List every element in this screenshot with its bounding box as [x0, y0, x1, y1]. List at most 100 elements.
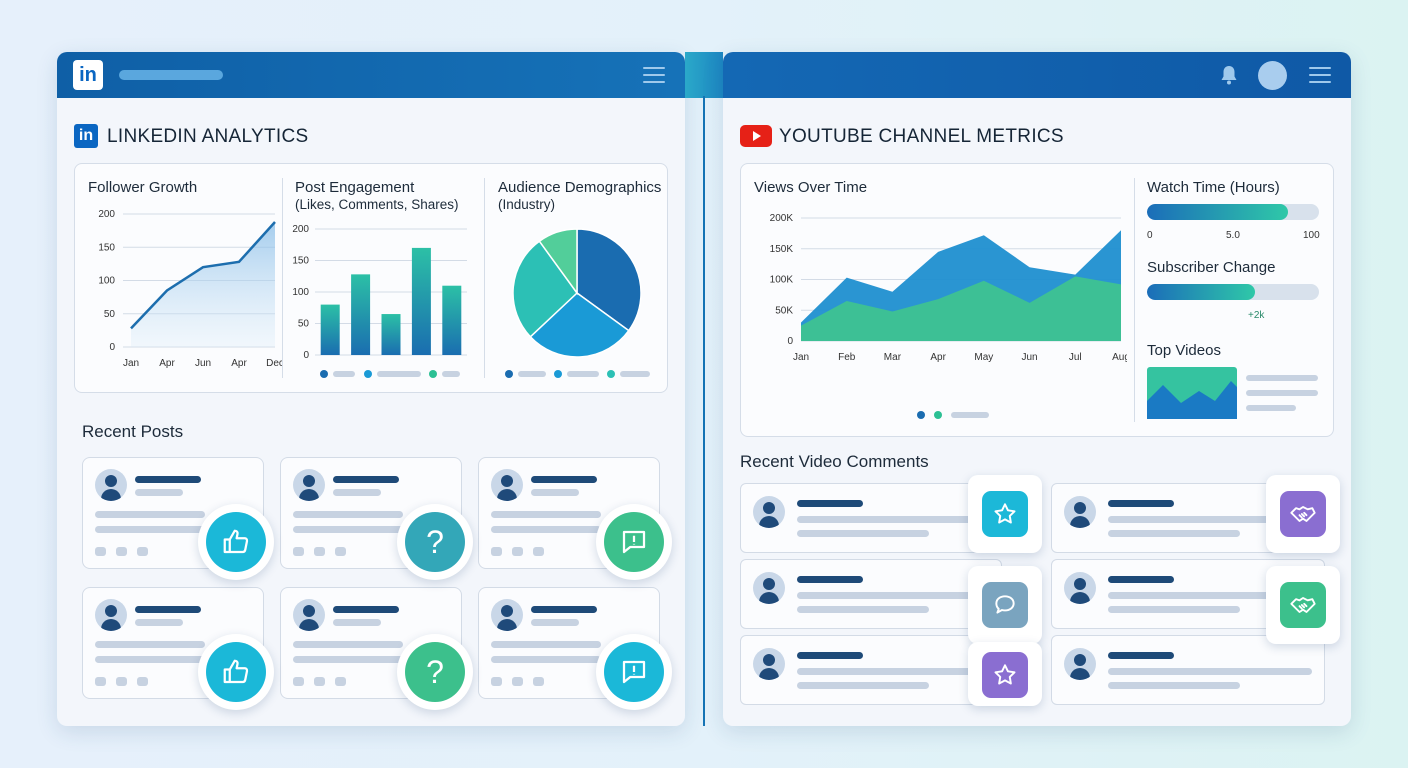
chat-badge[interactable]	[968, 566, 1042, 644]
reaction-icons[interactable]	[491, 547, 544, 556]
question-icon: ?	[405, 642, 465, 702]
star-badge[interactable]	[968, 642, 1042, 706]
avatar	[95, 469, 127, 501]
comment-card[interactable]	[740, 635, 1002, 705]
y-tick-label: 50	[298, 319, 310, 330]
watch-time-title: Watch Time (Hours)	[1147, 179, 1280, 196]
youtube-topbar	[723, 52, 1351, 98]
linkedin-section-title: LINKEDIN ANALYTICS	[107, 126, 309, 147]
post-engagement-subtitle: (Likes, Comments, Shares)	[295, 197, 459, 212]
audience-subtitle: (Industry)	[498, 197, 556, 212]
watch-time-progress	[1147, 204, 1319, 220]
watch-time-fill	[1147, 204, 1289, 220]
linkedin-logo-icon[interactable]: in	[73, 60, 103, 90]
comment-card[interactable]	[740, 559, 1002, 629]
thumbs-up-icon	[206, 642, 266, 702]
avatar	[491, 469, 523, 501]
y-tick-label: 50K	[775, 305, 793, 316]
top-video-thumbnail[interactable]	[1147, 367, 1237, 419]
reaction-icons[interactable]	[95, 677, 148, 686]
youtube-charts-card: Views Over Time 0 50K 100K 150K 200K Jan Feb M…	[740, 163, 1334, 437]
legend-label	[951, 412, 989, 418]
post-card[interactable]	[280, 457, 462, 569]
top-videos-title: Top Videos	[1147, 342, 1221, 359]
avatar	[95, 599, 127, 631]
y-tick-label: 200	[292, 224, 309, 235]
engagement-bar	[411, 247, 431, 355]
handshake-icon	[1280, 582, 1326, 628]
video-meta-line	[1246, 375, 1318, 381]
watch-time-tick: 100	[1303, 230, 1320, 241]
video-meta-line	[1246, 390, 1318, 396]
search-pill[interactable]	[119, 70, 223, 80]
y-tick-label: 100K	[770, 275, 794, 286]
post-card[interactable]	[82, 457, 264, 569]
youtube-section-title: YOUTUBE CHANNEL METRICS	[779, 126, 1064, 147]
x-tick-label: Jan	[123, 358, 139, 369]
profile-avatar[interactable]	[1258, 61, 1287, 90]
comment-card[interactable]	[1051, 635, 1325, 705]
handshake-badge[interactable]	[1266, 566, 1340, 644]
recent-comments-label: Recent Video Comments	[740, 452, 929, 471]
y-tick-label: 150	[98, 242, 115, 253]
legend-dot	[320, 370, 328, 378]
legend-label	[442, 371, 460, 377]
x-tick-label: Feb	[838, 352, 856, 363]
menu-icon[interactable]	[1309, 67, 1331, 83]
comment-badge[interactable]	[596, 634, 672, 710]
pie-slice	[538, 228, 578, 296]
star-icon	[982, 652, 1028, 698]
reaction-icons[interactable]	[293, 677, 346, 686]
linkedin-section-icon: in	[74, 124, 98, 148]
y-tick-label: 150K	[770, 244, 794, 255]
follower-growth-title: Follower Growth	[88, 179, 198, 196]
avatar	[1064, 648, 1096, 680]
reaction-icons[interactable]	[491, 677, 544, 686]
avatar	[753, 648, 785, 680]
y-tick-label: 200	[98, 209, 115, 220]
question-icon: ?	[405, 512, 465, 572]
panel-divider	[703, 96, 705, 726]
reaction-icons[interactable]	[293, 547, 346, 556]
like-badge[interactable]	[198, 634, 274, 710]
bell-icon[interactable]	[1219, 64, 1239, 86]
question-badge[interactable]: ?	[397, 634, 473, 710]
engagement-bar	[320, 304, 340, 355]
handshake-badge[interactable]	[1266, 475, 1340, 553]
engagement-bar	[351, 274, 371, 355]
legend-dot	[917, 411, 925, 419]
views-series-2-area	[801, 276, 1121, 341]
reaction-icons[interactable]	[95, 547, 148, 556]
x-tick-label: Jan	[793, 352, 809, 363]
views-title: Views Over Time	[754, 179, 868, 196]
question-badge[interactable]: ?	[397, 504, 473, 580]
x-tick-label: Aug	[1112, 352, 1127, 363]
avatar	[1064, 572, 1096, 604]
pie-slice	[512, 240, 578, 338]
engagement-bar	[442, 285, 462, 355]
chat-bubble-icon	[982, 582, 1028, 628]
comment-alert-icon	[604, 642, 664, 702]
handshake-icon	[1280, 491, 1326, 537]
follower-growth-area	[131, 221, 275, 347]
youtube-logo-icon	[740, 125, 772, 147]
star-badge[interactable]	[968, 475, 1042, 553]
menu-icon[interactable]	[643, 67, 665, 83]
watch-time-tick: 5.0	[1226, 230, 1240, 241]
legend-label	[518, 371, 546, 377]
post-engagement-chart: 0 50 100 150 200	[292, 224, 467, 361]
legend-dot	[607, 370, 615, 378]
comment-card[interactable]	[740, 483, 1002, 553]
y-tick-label: 100	[292, 287, 309, 298]
x-tick-label: Apr	[159, 358, 175, 369]
like-badge[interactable]	[198, 504, 274, 580]
comment-badge[interactable]	[596, 504, 672, 580]
views-chart: 0 50K 100K 150K 200K Jan Feb Mar Apr May Jun Jul Au…	[770, 213, 1127, 363]
x-tick-label: Jun	[195, 358, 211, 369]
legend-dot	[554, 370, 562, 378]
y-tick-label: 0	[787, 336, 793, 347]
x-tick-label: Jul	[1069, 352, 1082, 363]
legend-label	[333, 371, 355, 377]
linkedin-panel: in in LINKEDIN ANALYTICS Follower Growth…	[57, 52, 685, 726]
legend-dot	[429, 370, 437, 378]
